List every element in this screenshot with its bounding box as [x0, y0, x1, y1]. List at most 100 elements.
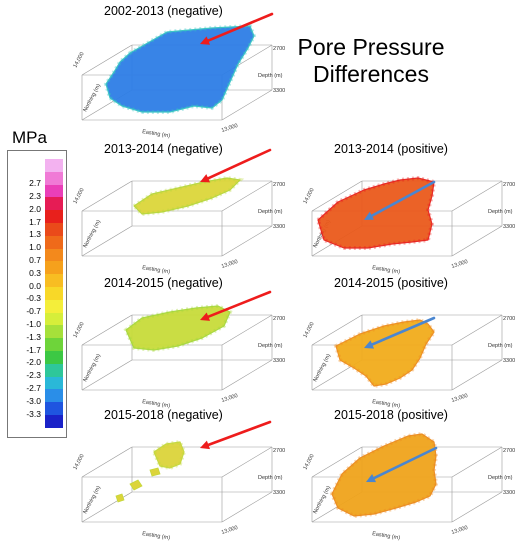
- depth-label: Depth (m): [258, 475, 283, 481]
- box-edge: [221, 89, 273, 121]
- legend-label: 0.7: [29, 254, 41, 265]
- panel-plot-2015-2018-positive: Northing (m) 14,000 Easting (m) 13,000 Depth…: [302, 431, 515, 541]
- legend-swatch: [45, 235, 63, 249]
- legend-swatch: [45, 376, 63, 390]
- plot-box: [81, 180, 273, 257]
- legend-swatch: [45, 402, 63, 415]
- arrow-head: [364, 340, 375, 349]
- depth-bottom-tick: 3300: [503, 358, 515, 364]
- depth-label: Depth (m): [488, 209, 513, 215]
- box-edge: [311, 446, 363, 478]
- box-edge: [221, 225, 273, 257]
- northing-label: Northing (m): [312, 353, 332, 383]
- depth-label: Depth (m): [258, 343, 283, 349]
- legend-swatch: [45, 299, 63, 313]
- box-edge: [221, 180, 273, 212]
- depth-bottom-tick: 3300: [503, 490, 515, 496]
- pressure-volume-texture: [315, 175, 437, 250]
- legend-label: -2.0: [26, 357, 41, 368]
- legend-entry: -3.0: [8, 389, 68, 406]
- box-edge: [221, 446, 273, 478]
- easting-tick: 13,000: [451, 525, 469, 536]
- depth-bottom-tick: 3300: [273, 358, 285, 364]
- pressure-volume: [133, 177, 241, 215]
- figure-title: Pore Pressure Differences: [296, 34, 446, 88]
- plot-box: [311, 314, 503, 391]
- legend-swatch: [45, 351, 63, 364]
- easting-tick: 13,000: [451, 393, 469, 404]
- legend-entry: 1.0: [8, 235, 68, 252]
- legend-label: 1.3: [29, 229, 41, 240]
- pressure-volume: [105, 25, 255, 113]
- box-edge: [311, 180, 363, 212]
- box-edge: [311, 314, 363, 346]
- box-edge: [221, 314, 273, 346]
- panel-plot-2015-2018-negative: Northing (m) 14,000 Easting (m) 13,000 Depth…: [72, 420, 285, 541]
- panel-title-2013-2014-negative: 2013-2014 (negative): [104, 142, 223, 156]
- panel-plot-2014-2015-positive: Northing (m) 14,000 Easting (m) 13,000 Depth…: [302, 314, 515, 409]
- northing-tick: 14,000: [72, 453, 85, 471]
- easting-label: Easting (m): [372, 399, 401, 409]
- highlight-arrow: [200, 420, 272, 450]
- pressure-volume: [335, 319, 435, 387]
- legend-swatch: [45, 261, 63, 275]
- legend-swatch: [45, 325, 63, 339]
- legend-entry: -2.7: [8, 376, 68, 393]
- figure-title-line2: Differences: [313, 61, 429, 87]
- depth-top-tick: 2700: [503, 448, 515, 454]
- legend-swatch: [45, 171, 63, 185]
- pressure-volume-texture: [151, 439, 187, 471]
- box-edge: [451, 491, 503, 523]
- legend-swatch: [45, 389, 63, 403]
- arrow-shaft: [372, 446, 438, 480]
- box-edge: [451, 180, 503, 212]
- pressure-volume-fragment: [129, 479, 143, 491]
- legend-entry: 0.0: [8, 274, 68, 291]
- box-edge: [451, 359, 503, 391]
- box-edge: [81, 44, 133, 76]
- legend-entry: 2.7: [8, 171, 68, 188]
- depth-label: Depth (m): [258, 209, 283, 215]
- northing-tick: 14,000: [72, 187, 85, 205]
- northing-tick: 14,000: [72, 321, 85, 339]
- box-edge: [81, 225, 133, 257]
- panel-title-2015-2018-negative: 2015-2018 (negative): [104, 408, 223, 422]
- legend-entry: -1.7: [8, 338, 68, 355]
- legend-entry: [8, 159, 68, 172]
- northing-label: Northing (m): [82, 353, 102, 383]
- depth-top-tick: 2700: [503, 182, 515, 188]
- legend-swatch: [45, 274, 63, 287]
- legend-entry: -0.3: [8, 287, 68, 303]
- easting-label: Easting (m): [372, 531, 401, 541]
- legend-label: 2.0: [29, 203, 41, 214]
- legend-swatch: [45, 363, 63, 377]
- legend-swatch: [45, 159, 63, 172]
- legend-label: -1.0: [26, 318, 41, 329]
- northing-tick: 14,000: [302, 321, 315, 339]
- legend-entry: 0.7: [8, 248, 68, 265]
- depth-top-tick: 2700: [273, 182, 285, 188]
- box-edge: [81, 491, 133, 523]
- northing-tick: 14,000: [72, 51, 85, 69]
- legend-entry: 1.3: [8, 223, 68, 239]
- pressure-volume-fragment: [149, 467, 161, 477]
- northing-label: Northing (m): [312, 485, 332, 515]
- legend-entry: -2.3: [8, 363, 68, 380]
- color-legend: 2.7 2.3 2.0 1.7 1.3 1.0 0.7 0.3 0.0 -0.3 -0.7 -1.0 -…: [7, 150, 67, 438]
- arrow-shaft: [207, 12, 274, 42]
- legend-entry: 1.7: [8, 210, 68, 227]
- depth-top-tick: 2700: [273, 46, 285, 52]
- arrow-head: [200, 174, 211, 183]
- highlight-arrow: [366, 446, 438, 483]
- arrow-shaft: [370, 180, 436, 218]
- legend-label: 1.7: [29, 216, 41, 227]
- box-edge: [221, 359, 273, 391]
- northing-label: Northing (m): [82, 83, 102, 113]
- depth-top-tick: 2700: [503, 316, 515, 322]
- depth-label: Depth (m): [258, 73, 283, 79]
- legend-entry: 2.0: [8, 197, 68, 214]
- depth-top-tick: 2700: [273, 448, 285, 454]
- figure-title-line1: Pore Pressure: [297, 34, 445, 60]
- legend-entry: [8, 415, 68, 428]
